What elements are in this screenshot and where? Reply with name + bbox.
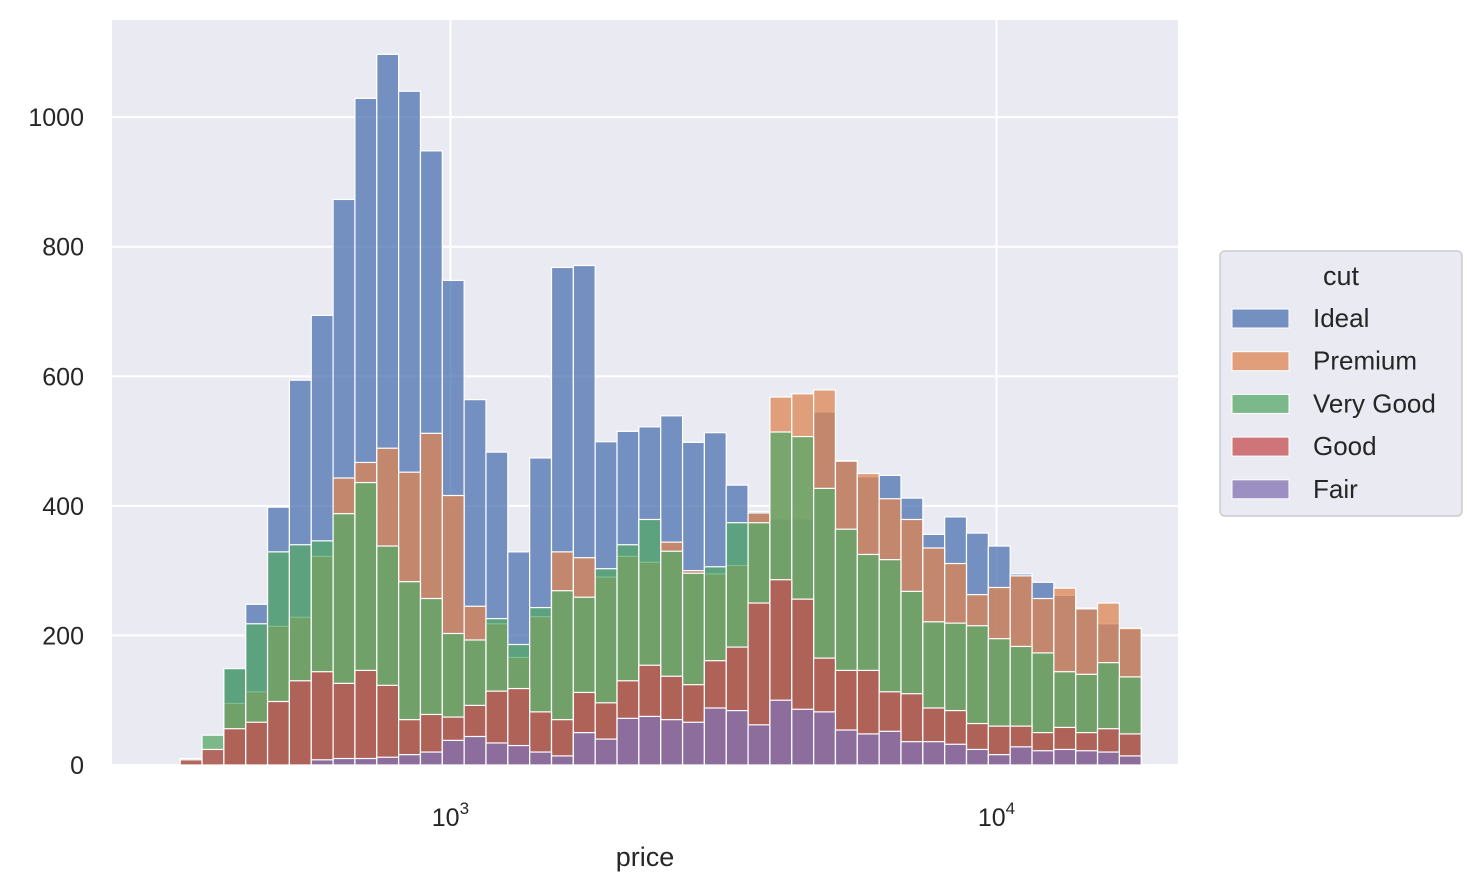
y-tick-label: 1000 — [28, 104, 84, 132]
histogram-bar — [725, 709, 749, 766]
histogram-bar — [681, 721, 705, 766]
histogram-bar — [660, 719, 684, 766]
histogram-bar — [572, 732, 596, 766]
histogram-bar — [376, 756, 400, 766]
legend-swatch — [1231, 351, 1290, 372]
histogram-bar — [791, 708, 815, 766]
series-fair — [310, 699, 1142, 766]
histogram-bar — [266, 700, 291, 766]
histogram-bar — [310, 671, 334, 766]
histogram-bars — [179, 53, 1142, 766]
histogram-bar — [398, 754, 422, 766]
histogram-bar — [529, 751, 553, 766]
histogram-bar — [813, 711, 837, 766]
histogram-bar — [594, 738, 618, 766]
histogram-bar — [550, 755, 574, 766]
histogram-bar — [223, 728, 247, 766]
legend-label: Ideal — [1313, 303, 1369, 333]
legend-items: Ideal Premium Very Good Good Fair — [1231, 303, 1436, 504]
legend-swatch — [1231, 479, 1290, 500]
histogram-bar — [856, 733, 880, 766]
histogram-bar — [965, 748, 989, 766]
histogram-bar — [638, 715, 662, 766]
histogram-bar — [703, 707, 727, 766]
histogram-bar — [179, 759, 203, 766]
x-axis-title: price — [616, 842, 675, 872]
histogram-bar — [485, 742, 509, 766]
legend-label: Very Good — [1313, 388, 1436, 418]
histogram-bar — [245, 721, 269, 766]
histogram-bar — [747, 724, 771, 766]
legend-label: Fair — [1313, 474, 1358, 504]
x-axis-ticks: 103 104 — [432, 799, 1015, 832]
histogram-bar — [201, 748, 225, 766]
histogram-bar — [900, 741, 924, 766]
histogram-bar — [834, 729, 858, 766]
histogram-bar — [507, 744, 531, 766]
histogram-bar — [1009, 746, 1033, 766]
histogram-bar — [419, 751, 443, 766]
histogram-bar — [332, 757, 356, 766]
histogram-bar — [354, 669, 378, 766]
legend-title: cut — [1323, 261, 1360, 291]
histogram-bar — [987, 754, 1011, 766]
histogram-bar — [944, 743, 968, 766]
y-tick-label: 400 — [42, 493, 84, 521]
legend-swatch — [1231, 393, 1290, 414]
histogram-bar — [288, 680, 312, 766]
histogram-bar — [616, 717, 640, 766]
histogram-bar — [332, 682, 356, 766]
histogram-bar — [1118, 755, 1142, 766]
histogram-bar — [1031, 750, 1055, 766]
y-tick-label: 200 — [42, 622, 84, 650]
legend-label: Good — [1313, 431, 1377, 461]
histogram-bar — [376, 684, 400, 766]
histogram-bar — [1096, 751, 1120, 766]
legend-label: Premium — [1313, 346, 1417, 376]
histogram-bar — [878, 730, 902, 766]
histogram-bar — [769, 699, 793, 766]
y-axis-ticks: 0 200 400 600 800 1000 — [28, 104, 84, 780]
y-tick-label: 600 — [42, 363, 84, 391]
x-tick-label: 103 — [432, 799, 469, 832]
legend: cut Ideal Premium Very Good Good Fair — [1219, 250, 1463, 517]
histogram-bar — [922, 741, 946, 766]
histogram-bar — [1075, 750, 1099, 766]
x-tick-label: 104 — [978, 799, 1015, 832]
histogram-bar — [463, 735, 487, 766]
y-tick-label: 800 — [42, 234, 84, 262]
legend-swatch — [1231, 436, 1290, 457]
histogram-bar — [1053, 748, 1077, 766]
legend-swatch — [1231, 308, 1290, 329]
histogram-bar — [310, 759, 334, 766]
histogram-bar — [354, 757, 378, 766]
histogram-bar — [441, 739, 465, 766]
y-tick-label: 0 — [70, 752, 84, 780]
